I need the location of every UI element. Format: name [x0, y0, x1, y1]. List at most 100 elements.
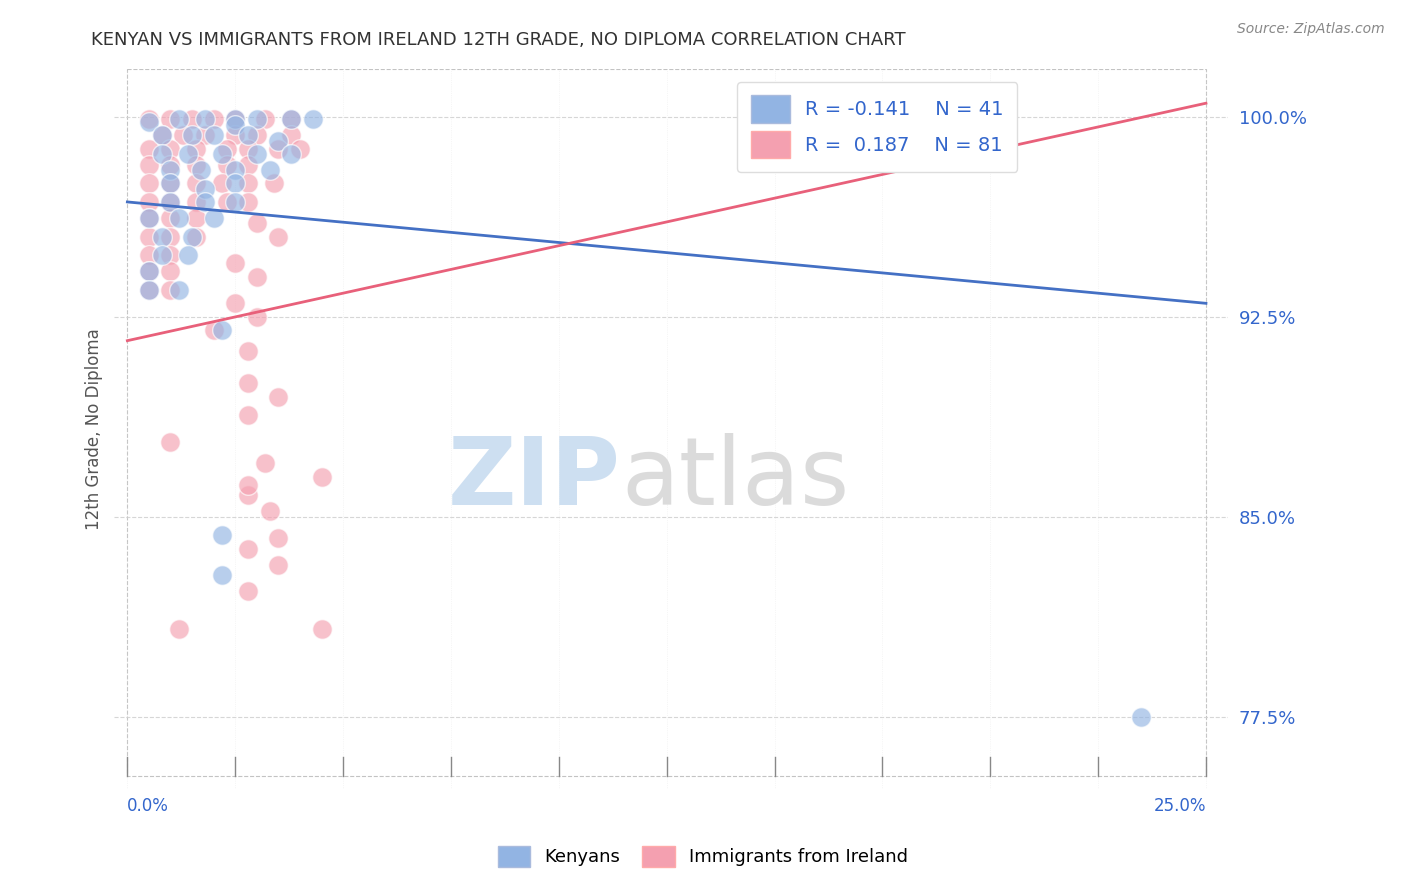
Point	[159, 176, 181, 190]
Legend: R = -0.141    N = 41, R =  0.187    N = 81: R = -0.141 N = 41, R = 0.187 N = 81	[737, 82, 1018, 172]
Point	[267, 142, 290, 156]
Point	[236, 194, 259, 209]
Point	[254, 112, 277, 127]
Point	[138, 158, 160, 172]
Point	[138, 176, 160, 190]
Point	[211, 568, 233, 582]
Point	[150, 147, 173, 161]
Point	[211, 323, 233, 337]
Point	[246, 128, 269, 143]
Point	[159, 264, 181, 278]
Point	[236, 488, 259, 502]
Point	[211, 147, 233, 161]
Point	[267, 390, 290, 404]
Point	[1130, 710, 1153, 724]
Point	[202, 112, 225, 127]
Point	[236, 158, 259, 172]
Point	[138, 283, 160, 297]
Point	[246, 112, 269, 127]
Point	[138, 142, 160, 156]
Point	[311, 622, 333, 636]
Point	[246, 216, 269, 230]
Point	[224, 162, 246, 177]
Point	[159, 176, 181, 190]
Point	[177, 248, 200, 262]
Point	[194, 181, 217, 195]
Point	[267, 134, 290, 148]
Point	[202, 323, 225, 337]
Point	[194, 128, 217, 143]
Point	[215, 158, 238, 172]
Point	[159, 112, 181, 127]
Text: 0.0%: 0.0%	[128, 797, 169, 815]
Point	[138, 211, 160, 225]
Point	[267, 531, 290, 545]
Point	[267, 558, 290, 572]
Point	[224, 256, 246, 270]
Point	[224, 118, 246, 132]
Point	[138, 248, 160, 262]
Point	[167, 622, 190, 636]
Point	[263, 176, 285, 190]
Point	[159, 194, 181, 209]
Point	[236, 142, 259, 156]
Point	[186, 229, 208, 244]
Point	[215, 194, 238, 209]
Text: 25.0%: 25.0%	[1153, 797, 1206, 815]
Point	[211, 528, 233, 542]
Point	[224, 112, 246, 127]
Point	[194, 194, 217, 209]
Point	[159, 194, 181, 209]
Point	[236, 128, 259, 143]
Point	[280, 112, 302, 127]
Point	[150, 128, 173, 143]
Point	[224, 112, 246, 127]
Point	[236, 376, 259, 391]
Point	[246, 147, 269, 161]
Point	[186, 176, 208, 190]
Text: ZIP: ZIP	[449, 434, 621, 525]
Point	[202, 211, 225, 225]
Point	[236, 477, 259, 491]
Point	[267, 229, 290, 244]
Point	[150, 128, 173, 143]
Point	[159, 435, 181, 450]
Point	[159, 162, 181, 177]
Point	[181, 112, 204, 127]
Point	[259, 504, 281, 518]
Point	[186, 158, 208, 172]
Y-axis label: 12th Grade, No Diploma: 12th Grade, No Diploma	[86, 328, 103, 530]
Point	[224, 296, 246, 310]
Point	[181, 229, 204, 244]
Point	[224, 176, 246, 190]
Point	[138, 229, 160, 244]
Point	[138, 211, 160, 225]
Point	[311, 469, 333, 483]
Point	[280, 112, 302, 127]
Point	[280, 128, 302, 143]
Point	[211, 176, 233, 190]
Point	[150, 248, 173, 262]
Point	[138, 264, 160, 278]
Point	[186, 142, 208, 156]
Point	[246, 310, 269, 324]
Point	[177, 147, 200, 161]
Point	[236, 344, 259, 359]
Point	[172, 128, 194, 143]
Point	[159, 142, 181, 156]
Point	[236, 541, 259, 556]
Point	[246, 269, 269, 284]
Point	[202, 128, 225, 143]
Point	[215, 142, 238, 156]
Point	[236, 176, 259, 190]
Point	[194, 112, 217, 127]
Point	[181, 128, 204, 143]
Point	[224, 128, 246, 143]
Point	[288, 142, 311, 156]
Text: Source: ZipAtlas.com: Source: ZipAtlas.com	[1237, 22, 1385, 37]
Point	[259, 162, 281, 177]
Point	[167, 283, 190, 297]
Point	[236, 584, 259, 599]
Point	[167, 112, 190, 127]
Point	[138, 194, 160, 209]
